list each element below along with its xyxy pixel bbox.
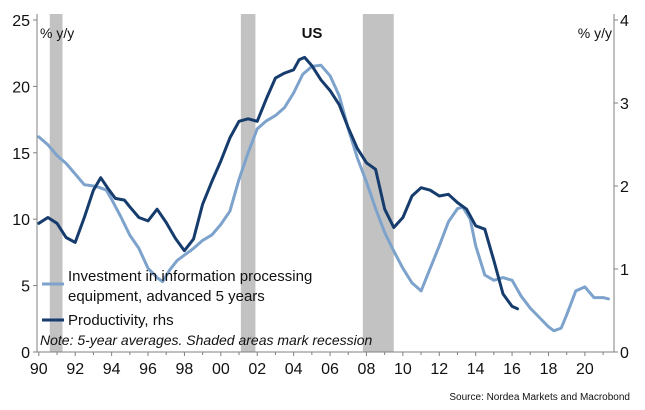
x-tick-label-06: 06 — [321, 361, 339, 378]
x-tick-label-12: 12 — [430, 361, 448, 378]
series-lines — [37, 55, 610, 333]
y-right-tick-label-4: 4 — [620, 13, 629, 30]
y-right-tick-label-1: 1 — [620, 262, 629, 279]
chart-title: US — [302, 25, 323, 42]
y-left-label: % y/y — [40, 25, 74, 41]
legend: Investment in information processing equ… — [42, 268, 312, 329]
y-left-tick-label-10: 10 — [12, 212, 30, 229]
x-tick-label-98: 98 — [176, 361, 194, 378]
chart-source: Source: Nordea Markets and Macrobond — [449, 392, 630, 403]
x-tick-label-14: 14 — [467, 361, 485, 378]
y-left-tick-label-20: 20 — [12, 79, 30, 96]
x-tick-label-18: 18 — [540, 361, 558, 378]
legend-label-investment-line2: equipment, advanced 5 years — [68, 288, 265, 305]
y-right-tick-label-0: 0 — [620, 345, 629, 362]
y-right-tick-label-2: 2 — [620, 179, 629, 196]
x-tick-label-92: 92 — [66, 361, 84, 378]
y-right-tick-label-3: 3 — [620, 96, 629, 113]
series-line-0 — [37, 63, 610, 333]
x-tick-label-10: 10 — [394, 361, 412, 378]
x-tick-label-04: 04 — [285, 361, 303, 378]
x-tick-label-94: 94 — [103, 361, 121, 378]
x-tick-label-20: 20 — [576, 361, 594, 378]
recession-band-1 — [240, 14, 256, 352]
x-tick-label-16: 16 — [503, 361, 521, 378]
legend-label-investment-line1: Investment in information processing — [68, 268, 312, 285]
y-left-tick-label-5: 5 — [21, 279, 30, 296]
x-tick-label-02: 02 — [248, 361, 266, 378]
y-left-tick-label-15: 15 — [12, 146, 30, 163]
y-left-tick-label-0: 0 — [21, 345, 30, 362]
x-tick-label-96: 96 — [139, 361, 157, 378]
recession-bands — [49, 14, 394, 352]
x-tick-label-90: 90 — [30, 361, 48, 378]
legend-label-productivity: Productivity, rhs — [68, 312, 174, 329]
x-tick-label-00: 00 — [212, 361, 230, 378]
series-line-1 — [37, 55, 519, 311]
x-tick-label-08: 08 — [358, 361, 376, 378]
chart-note: Note: 5-year averages. Shaded areas mark… — [40, 332, 372, 348]
y-right-label: % y/y — [578, 25, 612, 41]
recession-band-0 — [49, 14, 63, 352]
y-left-tick-label-25: 25 — [12, 13, 30, 30]
